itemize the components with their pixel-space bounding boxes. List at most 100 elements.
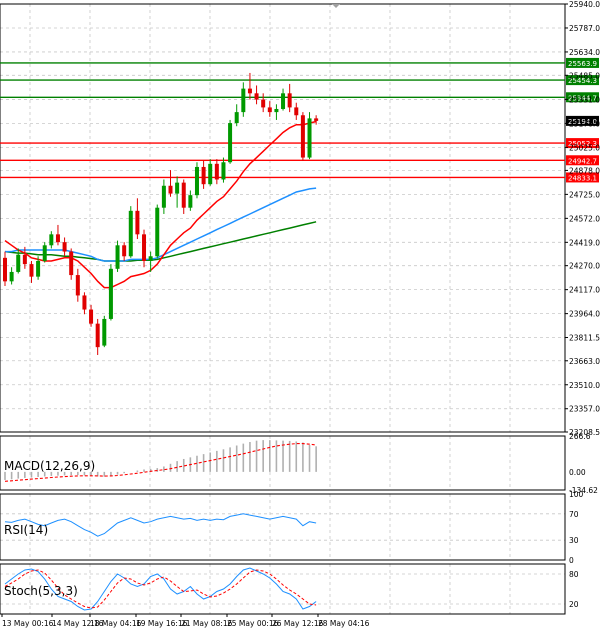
x-tick-label: 14 May 12:16 [52, 619, 104, 628]
candle-body [22, 254, 27, 265]
candle-body [234, 112, 239, 124]
macd-y-tick-label: 0.00 [569, 468, 586, 477]
candle-body [247, 88, 252, 94]
candle-body [314, 118, 319, 121]
level-label: 25194.0 [568, 118, 597, 126]
stoch-y-tick-label: 80 [569, 570, 579, 579]
price-y-tick-label: 25485.0 [569, 71, 600, 80]
candle-body [155, 207, 160, 257]
candle-body [142, 234, 147, 261]
price-y-tick-label: 23357.0 [569, 405, 600, 414]
macd-y-tick-label: -134.62 [569, 486, 598, 495]
price-y-tick-label: 25940.0 [569, 0, 600, 9]
candle-body [300, 115, 305, 158]
level-label-box [566, 138, 599, 149]
level-label-box [566, 75, 599, 86]
macd-signal-line [4, 443, 317, 482]
candle-body [161, 185, 166, 208]
stoch-main-line [4, 567, 317, 611]
rsi-y-tick-label: 0 [569, 556, 574, 565]
candle-body [194, 166, 199, 196]
candle-body [82, 295, 87, 310]
price-y-tick-label: 25634.0 [569, 48, 600, 57]
price-y-tick-label: 24270.0 [569, 262, 600, 271]
candle-body [168, 185, 173, 194]
level-label: 25563.9 [568, 60, 597, 68]
stoch-title: Stoch(5,3,3) [4, 584, 78, 598]
x-tick-label: 25 May 00:16 [227, 619, 279, 628]
rsi-y-tick-label: 100 [569, 490, 584, 499]
candle-body [122, 245, 127, 257]
level-label: 25454.3 [568, 77, 597, 85]
rsi-line [4, 513, 317, 537]
candle-body [208, 163, 213, 185]
ma-mid-line [5, 187, 317, 262]
price-y-tick-label: 25331.0 [569, 95, 600, 104]
candle-body [102, 318, 107, 346]
candle-body [115, 245, 120, 269]
rsi-frame [0, 493, 566, 561]
ma-fast-line [4, 120, 317, 289]
candle-body [287, 93, 292, 108]
level-label: 25344.7 [568, 94, 597, 102]
level-label: 24833.1 [568, 174, 597, 182]
level-label-box [566, 172, 599, 183]
candle-body [69, 251, 74, 276]
x-tick-label: 28 May 04:16 [318, 619, 370, 628]
candle-body [228, 123, 233, 163]
price-y-tick-label: 23663.0 [569, 357, 600, 366]
level-label-box [566, 92, 599, 103]
level-label: 25052.3 [568, 140, 597, 148]
price-y-tick-label: 24572.0 [569, 214, 600, 223]
candle-body [108, 268, 113, 319]
candle-body [267, 107, 272, 113]
candle-body [49, 234, 54, 246]
candle-body [62, 242, 67, 252]
macd-frame [0, 435, 566, 491]
x-tick-label: 21 May 08:16 [181, 619, 233, 628]
candle-body [29, 264, 34, 277]
candle-body [221, 162, 226, 180]
stoch-panel: Stoch(5,3,3) [4, 567, 317, 611]
price-y-tick-label: 23964.0 [569, 310, 600, 319]
price-y-tick-label: 25787.0 [569, 24, 600, 33]
candle-body [16, 254, 21, 272]
candle-body [188, 195, 193, 208]
rsi-panel: RSI(14) [4, 513, 317, 537]
stoch-frame [0, 563, 566, 615]
candle-body [42, 245, 47, 261]
shift-marker-icon [332, 4, 340, 8]
price-panel: 25563.9 25454.3 25344.7 25194.0 25052.3 24942… [0, 4, 599, 355]
candle-body [55, 234, 60, 243]
x-tick-label: 26 May 12:16 [272, 619, 324, 628]
candle-body [214, 163, 219, 180]
candle-body [3, 257, 7, 282]
candle-body [128, 210, 133, 257]
price-y-tick-label: 24878.0 [569, 166, 600, 175]
price-y-tick-label: 23811.5 [569, 334, 600, 343]
level-label: 24942.7 [568, 157, 597, 165]
level-label-box [566, 155, 599, 166]
price-y-tick-label: 24117.0 [569, 286, 600, 295]
candle-body [181, 182, 186, 208]
rsi-title: RSI(14) [4, 523, 48, 537]
candle-body [95, 323, 100, 348]
candle-body [261, 99, 266, 108]
level-label-box [566, 115, 599, 126]
candle-body [175, 182, 180, 194]
candle-body [281, 93, 286, 109]
price-y-tick-label: 24419.0 [569, 238, 600, 247]
candle-body [9, 271, 14, 282]
x-tick-label: 19 May 16:16 [136, 619, 188, 628]
rsi-y-tick-label: 30 [569, 536, 579, 545]
price-y-tick-label: 23510.0 [569, 381, 600, 390]
candle-body [254, 93, 259, 100]
candle-body [135, 210, 140, 235]
price-y-tick-label: 23208.5 [569, 428, 600, 437]
x-tick-label: 13 May 00:16 [2, 619, 54, 628]
x-tick-label: 18 May 04:16 [90, 619, 142, 628]
stoch-y-tick-label: 20 [569, 600, 579, 609]
